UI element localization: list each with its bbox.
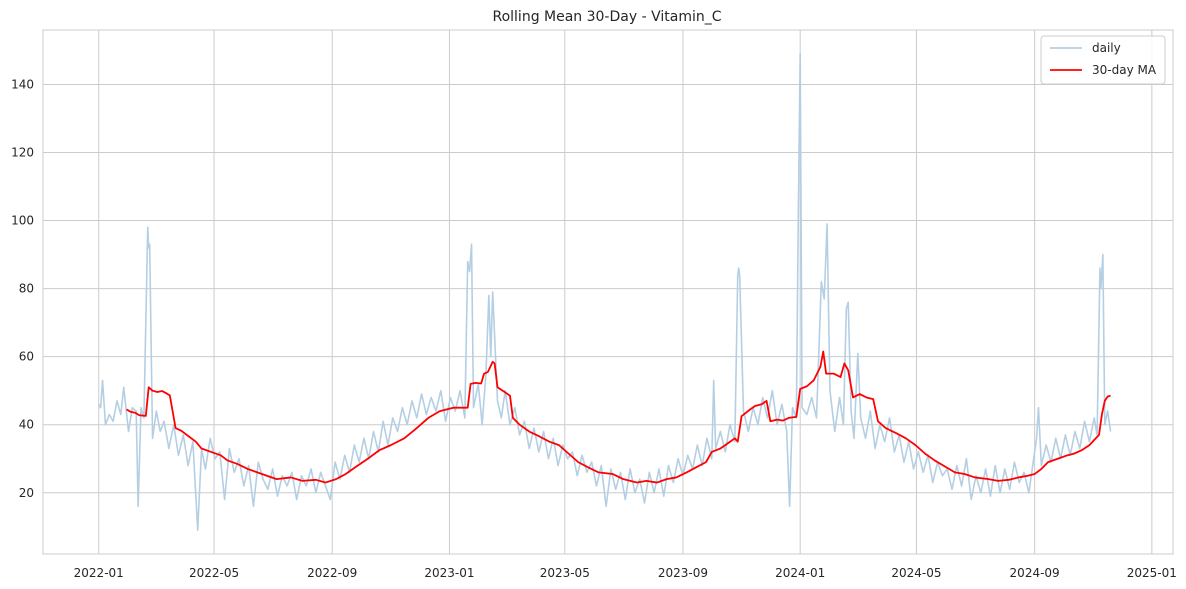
daily-line <box>98 53 1112 531</box>
y-tick-label: 40 <box>19 418 34 432</box>
ma-line <box>126 350 1111 484</box>
legend: daily 30-day MA <box>1040 35 1166 85</box>
x-tick-label: 2023-01 <box>424 566 474 580</box>
legend-daily-label: daily <box>1092 41 1121 55</box>
y-tick-label: 100 <box>11 214 34 228</box>
chart-title: Rolling Mean 30-Day - Vitamin_C <box>492 9 721 25</box>
x-tick-label: 2023-09 <box>658 566 708 580</box>
tick-labels: 2022-01 2022-05 2022-09 2023-01 2023-05 2023-… <box>11 77 1177 580</box>
x-tick-label: 2022-09 <box>307 566 357 580</box>
y-tick-label: 140 <box>11 77 34 91</box>
y-tick-label: 20 <box>19 486 34 500</box>
daily-series <box>98 53 1112 531</box>
y-tick-label: 60 <box>19 350 34 364</box>
x-tick-label: 2024-05 <box>891 566 941 580</box>
x-tick-label: 2022-05 <box>189 566 239 580</box>
y-tick-label: 80 <box>19 282 34 296</box>
x-tick-label: 2025-01 <box>1127 566 1177 580</box>
x-tick-label: 2023-05 <box>540 566 590 580</box>
y-tick-label: 120 <box>11 145 34 159</box>
x-tick-label: 2024-09 <box>1010 566 1060 580</box>
plot-area-frame <box>42 29 1174 555</box>
grid-lines <box>43 30 1173 554</box>
legend-ma-label: 30-day MA <box>1092 63 1157 77</box>
ma-series <box>126 350 1111 484</box>
x-tick-label: 2022-01 <box>74 566 124 580</box>
x-tick-label: 2024-01 <box>775 566 825 580</box>
